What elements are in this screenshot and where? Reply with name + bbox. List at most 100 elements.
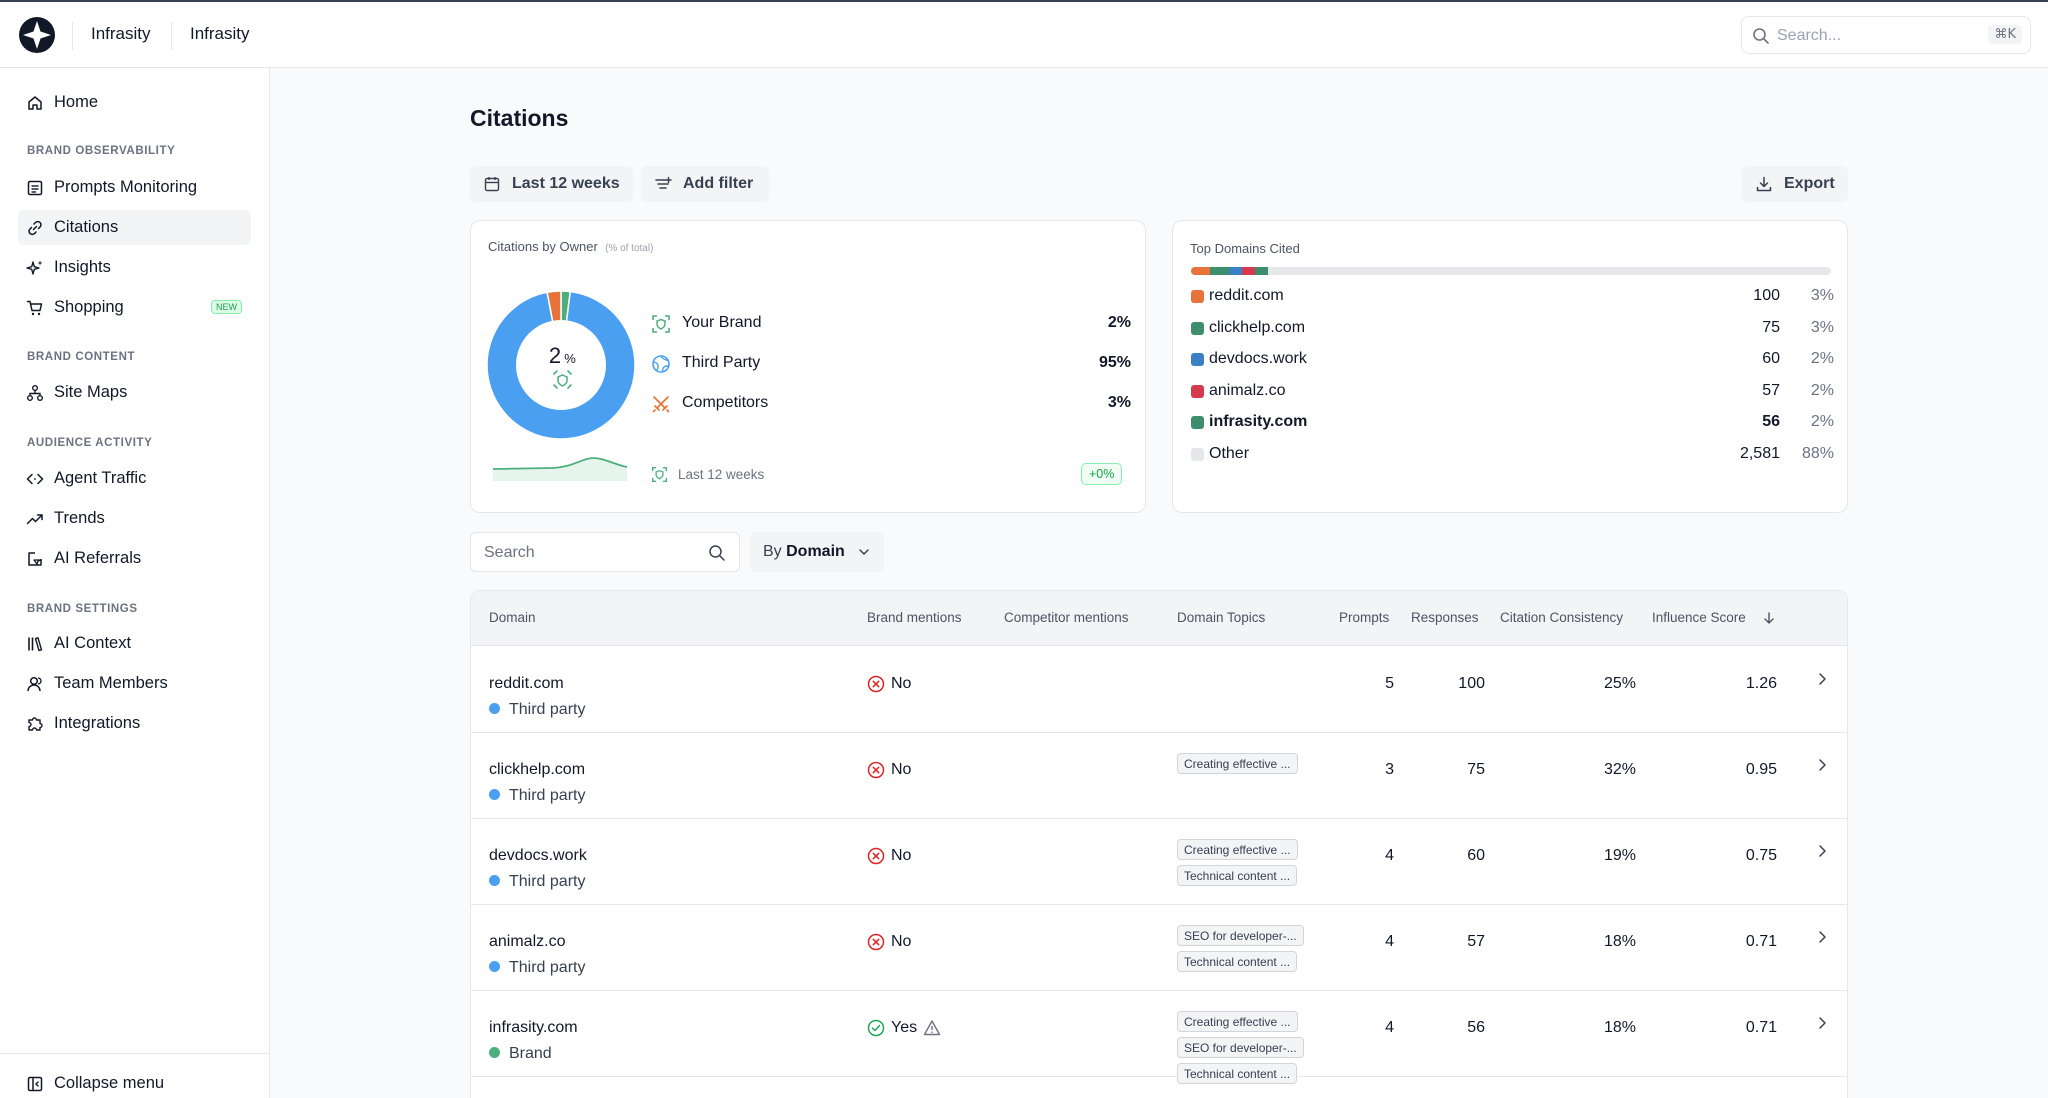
topic-tag[interactable]: Creating effective ... [1177, 1011, 1298, 1032]
export-button[interactable]: Export [1742, 166, 1848, 202]
referral-icon [28, 552, 42, 566]
col-brand-mentions[interactable]: Brand mentions [867, 610, 962, 625]
date-range-button[interactable]: Last 12 weeks [470, 166, 633, 202]
sidebar-item-trends[interactable]: Trends [18, 501, 251, 536]
donut-center-unit: % [564, 351, 576, 366]
domain-name[interactable]: devdocs.work [489, 847, 587, 864]
org-switcher[interactable]: Infrasity [91, 24, 151, 43]
topic-tag[interactable]: Technical content ... [1177, 951, 1298, 972]
sidebar-item-site-maps[interactable]: Site Maps [18, 375, 251, 410]
section-brand-content: BRAND CONTENT [27, 351, 136, 363]
group-by-label: By Domain [763, 543, 845, 561]
table-row[interactable]: animalz.co Third party No SEO for developer… [471, 905, 1847, 991]
domain-row[interactable]: devdocs.work 60 2% [1191, 347, 1834, 371]
domain-row[interactable]: animalz.co 57 2% [1191, 379, 1834, 403]
add-filter-button[interactable]: Add filter [641, 166, 769, 202]
domain-row[interactable]: reddit.com 100 3% [1191, 284, 1834, 308]
col-competitor-mentions[interactable]: Competitor mentions [1004, 610, 1129, 625]
sidebar-item-integrations[interactable]: Integrations [18, 706, 251, 741]
influence-score: 0.71 [1745, 933, 1777, 950]
legend-your-brand[interactable]: Your Brand 2% [651, 311, 1131, 335]
sidebar-item-label: Citations [54, 218, 119, 236]
legend-value: 2% [1107, 314, 1131, 331]
domain-row[interactable]: clickhelp.com 75 3% [1191, 316, 1834, 340]
page-title: Citations [470, 105, 569, 131]
domain-color-swatch [1191, 384, 1204, 398]
sidebar-item-citations[interactable]: Citations [18, 210, 251, 245]
sidebar-item-agent-traffic[interactable]: Agent Traffic [18, 461, 251, 496]
table-row[interactable]: clickhelp.com Third party No Creating effec… [471, 733, 1847, 819]
influence-score: 0.95 [1745, 761, 1777, 778]
topic-tag[interactable]: Creating effective ... [1177, 753, 1298, 774]
domain-count: 2,581 [1739, 444, 1780, 462]
logo-icon[interactable] [18, 16, 56, 54]
crossed-swords-icon [652, 396, 670, 413]
legend-competitors[interactable]: Competitors 3% [651, 391, 1131, 415]
domain-name: clickhelp.com [1209, 318, 1306, 336]
col-citation-consistency[interactable]: Citation Consistency [1500, 610, 1624, 625]
check-circle-icon [867, 1019, 885, 1037]
prompts-count: 4 [1385, 933, 1394, 950]
topic-tag[interactable]: SEO for developer-... [1177, 1037, 1304, 1058]
prompts-count: 4 [1385, 1019, 1394, 1036]
col-influence-score[interactable]: Influence Score [1652, 610, 1746, 625]
global-search-input[interactable]: Search... ⌘K [1741, 16, 2031, 54]
chevron-right-icon[interactable] [1816, 757, 1828, 773]
sidebar-item-ai-context[interactable]: AI Context [18, 626, 251, 661]
owner-label: Brand [509, 1045, 552, 1062]
sidebar-item-home[interactable]: Home [18, 85, 251, 120]
col-domain-topics[interactable]: Domain Topics [1177, 610, 1266, 625]
group-by-dropdown[interactable]: By Domain [750, 532, 884, 572]
sort-desc-icon[interactable] [1762, 611, 1776, 625]
sidebar-item-label: Agent Traffic [54, 469, 147, 487]
sidebar-item-label: AI Context [54, 634, 132, 652]
sidebar-item-team-members[interactable]: Team Members [18, 666, 251, 701]
domain-name[interactable]: animalz.co [489, 933, 566, 950]
col-prompts[interactable]: Prompts [1339, 610, 1390, 625]
topic-tag[interactable]: Technical content ... [1177, 1063, 1298, 1084]
responses-count: 75 [1467, 761, 1485, 778]
calendar-icon [484, 177, 500, 192]
sidebar-item-shopping[interactable]: Shopping NEW [18, 290, 251, 325]
link-icon [28, 220, 42, 236]
sidebar-item-prompts-monitoring[interactable]: Prompts Monitoring [18, 170, 251, 205]
table-row[interactable]: devdocs.work Third party No Creating effect… [471, 819, 1847, 905]
table-row[interactable]: reddit.com Third party No 5 100 25% 1.26 [471, 647, 1847, 733]
bar-segment [1242, 267, 1255, 275]
owner-dot [489, 875, 500, 886]
domain-name[interactable]: reddit.com [489, 675, 564, 692]
sidebar-item-label: Home [54, 93, 99, 111]
domain-name[interactable]: infrasity.com [489, 1019, 578, 1036]
chevron-right-icon[interactable] [1816, 843, 1828, 859]
owner-label: Third party [509, 787, 586, 804]
domain-row[interactable]: infrasity.com 56 2% [1191, 410, 1834, 434]
collapse-menu-button[interactable]: Collapse menu [18, 1066, 251, 1098]
x-circle-icon [867, 761, 885, 779]
chevron-right-icon[interactable] [1816, 929, 1828, 945]
domain-name[interactable]: clickhelp.com [489, 761, 586, 778]
legend-third-party[interactable]: Third Party 95% [651, 351, 1131, 375]
topic-tag[interactable]: Creating effective ... [1177, 839, 1298, 860]
sidebar-item-ai-referrals[interactable]: AI Referrals [18, 541, 251, 576]
chevron-right-icon[interactable] [1816, 1015, 1828, 1031]
sidebar-item-label: Integrations [54, 714, 141, 732]
table-row[interactable]: infrasity.com Brand Yes Creating effective … [471, 991, 1847, 1084]
col-domain[interactable]: Domain [489, 610, 536, 625]
domains-stacked-bar [1191, 267, 1831, 275]
table-header: Domain Brand mentions Competitor mention… [471, 591, 1847, 646]
responses-count: 100 [1458, 675, 1485, 692]
table-search-input[interactable]: Search [470, 532, 740, 572]
topic-tag[interactable]: Technical content ... [1177, 865, 1298, 886]
cart-icon [26, 300, 43, 316]
col-responses[interactable]: Responses [1411, 610, 1479, 625]
topic-tag[interactable]: SEO for developer-... [1177, 925, 1304, 946]
warning-icon[interactable] [923, 1019, 941, 1037]
sidebar-item-insights[interactable]: Insights [18, 250, 251, 285]
group-by-value: Domain [786, 543, 845, 560]
domain-row[interactable]: Other 2,581 88% [1191, 442, 1834, 466]
responses-count: 56 [1467, 1019, 1485, 1036]
chevron-right-icon[interactable] [1816, 671, 1828, 687]
workspace-switcher[interactable]: Infrasity [190, 24, 250, 43]
mention-label: No [891, 761, 912, 778]
legend-value: 3% [1107, 394, 1131, 411]
